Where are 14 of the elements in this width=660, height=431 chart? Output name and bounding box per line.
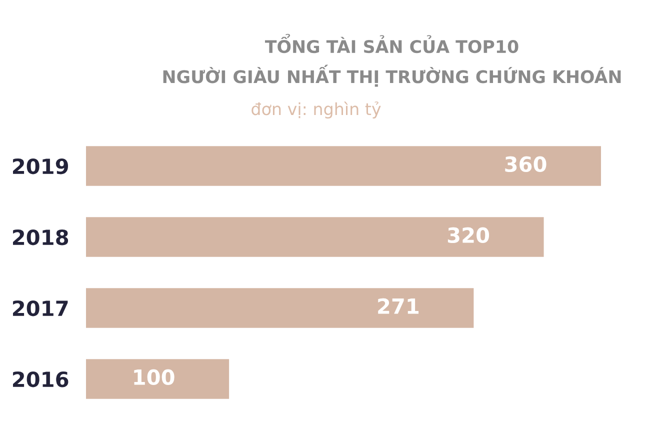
data-label: 360 xyxy=(505,156,546,172)
y-tick-label: 2016 xyxy=(13,371,68,388)
bar xyxy=(86,359,230,399)
y-tick-label: 2018 xyxy=(13,229,68,246)
data-label: 100 xyxy=(134,369,174,386)
data-label: 320 xyxy=(448,227,490,244)
data-label: 271 xyxy=(378,298,419,314)
y-tick-label: 2019 xyxy=(13,158,68,174)
bar xyxy=(86,217,544,257)
y-tick-label: 2017 xyxy=(13,300,68,316)
bar xyxy=(86,146,601,186)
chart-title: TỔNG TÀI SẢN CỦA TOP10 NGƯỜI GIÀU NHẤT THỊ TRƯỜNG CHỨNG KHOÁN xyxy=(163,34,621,87)
bar xyxy=(86,288,474,328)
chart-subtitle: đơn vị: nghìn tỷ xyxy=(252,102,381,118)
